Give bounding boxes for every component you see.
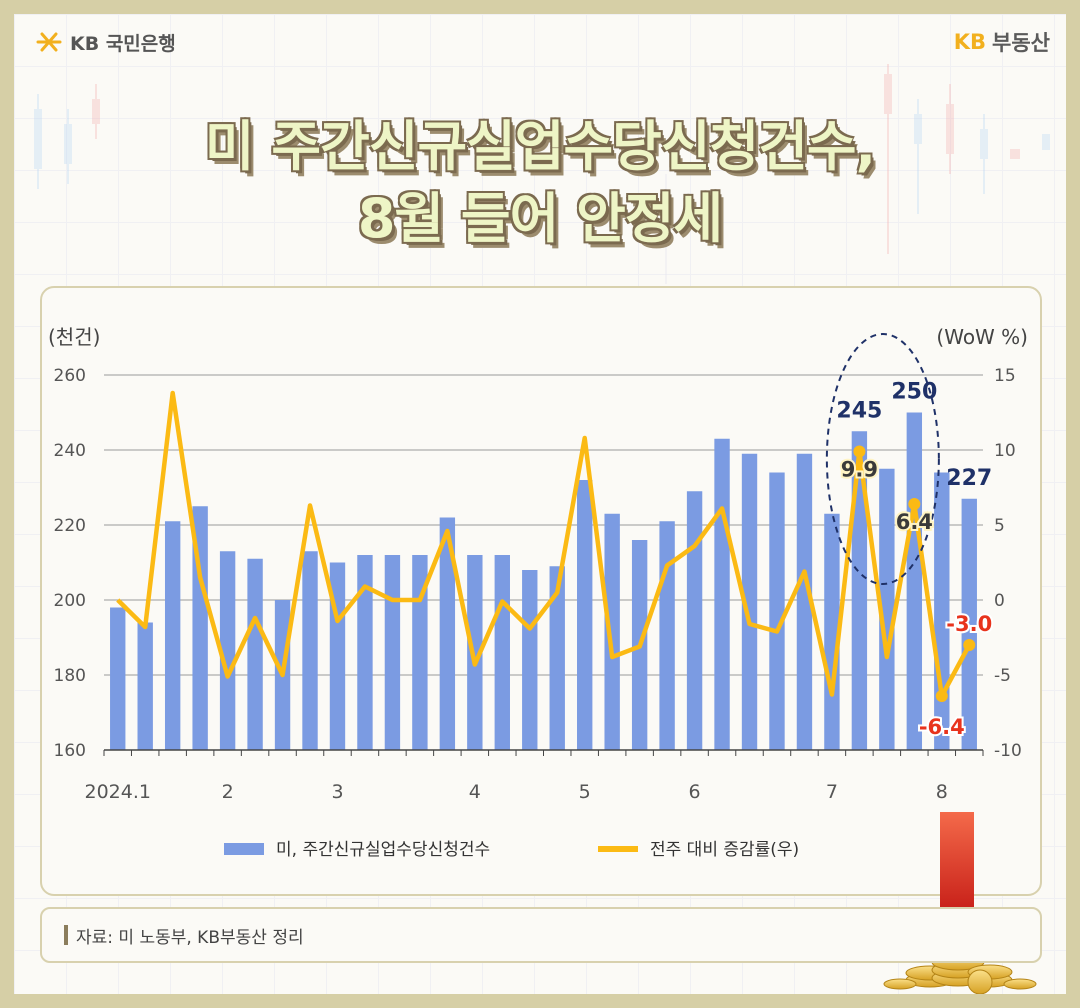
wow-line [116,390,972,699]
kb-bank-logo: KB 국민은행 [34,26,176,58]
bar [522,570,538,750]
y-right-tick-label: 5 [994,516,1005,536]
bar [604,513,620,750]
bar [247,558,263,750]
line-value-label: 9.9 [841,458,878,482]
legend-line-label: 전주 대비 증감률(우) [650,840,799,860]
source-marker [64,925,68,945]
bar [879,468,895,750]
x-tick-label: 2 [222,781,234,803]
y-left-tick-label: 220 [54,516,86,536]
bar [577,480,593,750]
y-left-tick-label: 240 [54,441,86,461]
brand-name: 부동산 [992,31,1050,55]
bar [549,566,565,750]
line-marker [853,445,866,458]
source-note-box: 자료: 미 노동부, KB부동산 정리 [40,907,1042,963]
line-marker [963,639,976,651]
bar [769,472,785,750]
bar-value-label: 250 [891,380,937,405]
bar [412,555,428,750]
bar [110,607,126,750]
bar [192,506,208,750]
kb-star-icon [36,32,62,52]
title-line-1: 미 주간신규실업수당신청건수, [204,115,876,178]
y-left-tick-label: 180 [54,666,86,686]
bar-value-label: 245 [836,398,882,423]
line-marker [935,690,948,702]
y-right-axis-label: (WoW %) [936,325,1028,349]
bar [906,412,923,750]
y-right-tick-label: -5 [994,666,1011,686]
y-right-tick-label: -10 [994,741,1022,761]
line-value-label: -3.0 [946,612,992,636]
bar [467,555,483,750]
y-left-tick-label: 260 [54,366,86,386]
title-line-2: 8월 들어 안정세 [357,187,723,250]
bar [796,453,813,750]
y-right-tick-label: 10 [994,441,1016,461]
line-value-label: -6.4 [919,715,965,739]
background-candlesticks [34,64,1050,284]
bank-logo-text: KB 국민은행 [70,32,176,55]
line-value-label: 6.4 [896,510,933,534]
x-tick-label: 5 [579,781,591,803]
bar [384,555,401,750]
bar-value-label: 227 [946,466,992,491]
legend-bar-swatch [224,843,264,855]
bar [851,431,868,750]
line-marker [908,498,921,510]
bar [659,521,675,750]
y-left-tick-label: 160 [54,741,86,761]
bar [961,498,977,750]
bar [741,453,758,750]
bar [164,521,181,750]
bar [714,438,730,750]
y-right-tick-label: 15 [994,366,1016,386]
x-tick-label: 3 [331,781,343,803]
coins-arrow-illustration [883,812,1037,994]
source-note: 자료: 미 노동부, KB부동산 정리 [76,927,304,948]
infographic-frame: KB 국민은행 KB 부동산 미 주간신규실업수당신청건수, 8월 들어 안정세… [14,14,1066,994]
bar [824,513,840,750]
brand-kb: KB [953,30,987,54]
bar [357,555,373,750]
bar [494,555,510,750]
x-tick-label: 6 [689,781,701,803]
x-tick-label: 4 [469,781,481,803]
highlight-ellipse [825,333,940,585]
kb-realestate-logo: KB 부동산 [954,26,1050,58]
y-right-tick-label: 0 [994,591,1005,611]
bar [302,551,318,750]
bar [219,551,236,750]
y-left-axis-label: (천건) [48,325,100,349]
bar [137,622,153,750]
bar [686,491,703,750]
bar [439,517,456,750]
y-left-tick-label: 200 [54,591,86,611]
x-tick-label: 7 [826,781,838,803]
x-tick-label: 2024.1 [84,781,150,803]
x-tick-label: 8 [936,781,948,803]
legend-bar-label: 미, 주간신규실업수당신청건수 [276,840,490,860]
chart: 160 180 200 220 240 260 -10 -5 0 5 10 15 (천건) (WoW %)… [48,325,1028,860]
